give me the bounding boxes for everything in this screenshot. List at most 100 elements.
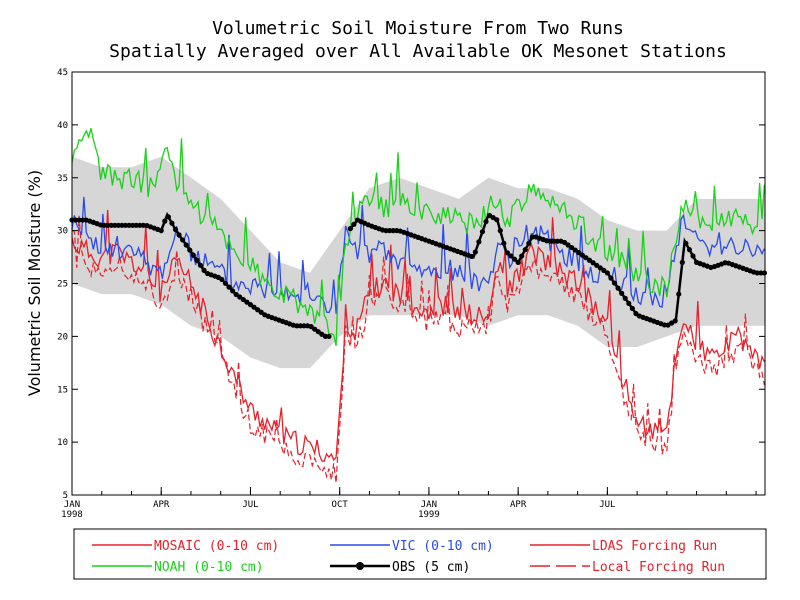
obs-point (622, 295, 628, 301)
obs-point (629, 305, 635, 312)
x-tick-year: 1998 (61, 510, 83, 520)
obs-point (112, 222, 118, 228)
y-tick-label: 10 (57, 438, 68, 448)
obs-markers (69, 212, 768, 339)
obs-point (526, 240, 532, 246)
legend-label-2: LDAS Forcing Run (592, 539, 717, 554)
obs-point (226, 284, 232, 290)
series-line-mosaic-local (71, 215, 765, 483)
obs-point (547, 238, 553, 244)
obs-point (322, 333, 329, 339)
obs-point (165, 214, 171, 220)
series-line-noah (71, 128, 766, 346)
obs-point (529, 234, 536, 240)
obs-point (76, 217, 82, 223)
legend-box (73, 528, 767, 580)
obs-point (476, 239, 482, 245)
obs-point (105, 222, 111, 228)
obs-point (326, 333, 332, 339)
obs-point (626, 300, 632, 306)
obs-point (608, 275, 614, 281)
obs-point (190, 252, 196, 258)
obs-point (754, 270, 760, 276)
obs-point (297, 323, 304, 329)
obs-point (501, 240, 507, 246)
y-axis-ticks: 5 10 15 20 25 30 35 40 45 (57, 68, 765, 501)
obs-point (519, 253, 525, 259)
obs-point (351, 221, 357, 227)
model-spread-band (72, 156, 765, 369)
obs-point (158, 228, 164, 234)
obs-point (390, 228, 396, 234)
obs-point (758, 270, 764, 276)
obs-point (101, 222, 107, 228)
obs-point (515, 259, 521, 265)
obs-point (619, 290, 625, 296)
obs-point (115, 222, 121, 228)
obs-point (551, 238, 557, 244)
y-tick-label: 40 (57, 121, 68, 131)
obs-point (494, 217, 500, 223)
y-tick-label: 35 (57, 174, 68, 184)
obs-point (508, 253, 514, 259)
obs-point (130, 222, 136, 228)
obs-point (690, 253, 696, 259)
legend-label-3: NOAH (0-10 cm) (154, 560, 264, 575)
obs-point (679, 259, 685, 265)
obs-point (222, 280, 229, 286)
obs-point (301, 323, 307, 329)
obs-point (172, 226, 179, 233)
obs-point (554, 238, 560, 244)
obs-point (504, 250, 511, 256)
obs-point (176, 232, 182, 238)
legend: MOSAIC (0-10 cm) VIC (0-10 cm) LDAS Forcin… (92, 539, 725, 575)
chart-title-line-2: Spatially Averaged over All Available OK… (109, 41, 727, 62)
obs-point (183, 242, 189, 248)
obs-point (483, 218, 489, 225)
obs-point (180, 237, 186, 243)
obs-point (119, 222, 125, 228)
y-tick-label: 20 (57, 332, 68, 342)
obs-point (122, 222, 129, 228)
legend-dot (356, 562, 364, 570)
x-tick-label: OCT (332, 500, 349, 510)
obs-point (194, 257, 200, 263)
y-tick-label: 25 (57, 280, 68, 290)
obs-point (169, 220, 175, 226)
spread-band-area (72, 156, 765, 369)
y-axis-label: Volumetric Soil Moisture (%) (25, 170, 44, 396)
obs-point (72, 217, 79, 223)
x-tick-label: APR (510, 500, 527, 510)
obs-point (230, 288, 236, 294)
obs-point (676, 291, 682, 297)
x-tick-year: 1999 (418, 510, 440, 520)
obs-point (615, 285, 621, 291)
obs-point (133, 222, 139, 228)
series-line-vic (71, 196, 765, 314)
legend-label-1: VIC (0-10 cm) (392, 539, 494, 554)
x-tick-label: JUL (599, 500, 615, 510)
obs-point (672, 318, 678, 324)
y-tick-label: 15 (57, 385, 68, 395)
x-tick-label: JUL (242, 500, 258, 510)
y-tick-label: 5 (63, 491, 68, 501)
x-tick-label: JAN (64, 500, 80, 510)
obs-point (219, 276, 225, 283)
obs-point (197, 262, 204, 268)
obs-point (187, 247, 193, 253)
obs-point (294, 323, 300, 329)
x-tick-label: JAN (421, 500, 437, 510)
obs-point (347, 225, 353, 232)
obs-point (137, 222, 143, 228)
obs-point (201, 267, 207, 273)
obs-point (686, 247, 693, 253)
obs-point (761, 270, 768, 276)
obs-point (497, 228, 503, 234)
obs-point (383, 228, 389, 234)
x-tick-label: APR (153, 500, 170, 510)
obs-point (479, 229, 486, 235)
legend-label-0: MOSAIC (0-10 cm) (154, 539, 279, 554)
legend-label-4: OBS (5 cm) (392, 560, 470, 575)
y-tick-label: 45 (57, 68, 68, 78)
